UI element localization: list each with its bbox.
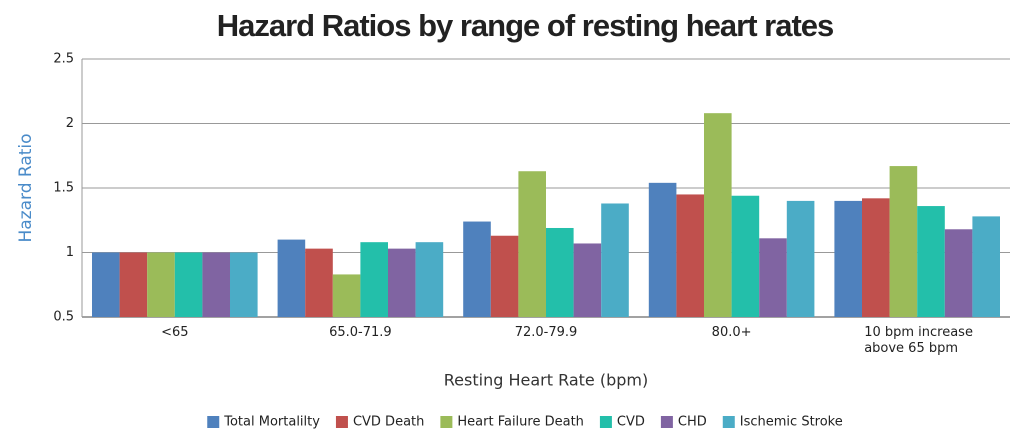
bar: [463, 221, 491, 317]
legend-label: CHD: [678, 415, 707, 430]
legend: Total Mortalilty CVD Death Heart Failure D…: [207, 415, 843, 430]
legend-swatch: [335, 416, 348, 428]
bar: [174, 252, 203, 317]
bar: [759, 238, 787, 317]
legend-swatch: [660, 416, 673, 428]
bar: [573, 243, 602, 317]
legend-swatch: [599, 416, 612, 428]
x-axis-title: Resting Heart Rate (bpm): [444, 371, 648, 390]
bar: [360, 242, 388, 317]
legend-label: CVD Death: [353, 415, 424, 430]
bar: [601, 203, 629, 317]
chart-title: Hazard Ratios by range of resting heart …: [217, 8, 834, 43]
x-tick-label: 72.0-79.9: [514, 325, 578, 340]
bar: [518, 171, 546, 317]
legend-label: Heart Failure Death: [457, 415, 584, 430]
x-tick-label-box: 10 bpm increase above 65 bpm: [864, 325, 973, 356]
bar: [546, 227, 574, 317]
x-tick-label-box: 72.0-79.9: [514, 325, 578, 340]
bar: [147, 252, 175, 317]
bar: [202, 252, 230, 317]
legend-swatch: [207, 416, 220, 428]
bar: [230, 252, 258, 317]
y-tick-label: 1: [66, 245, 74, 260]
bar: [889, 166, 918, 317]
y-tick-label: 2: [66, 116, 74, 131]
bar: [119, 252, 148, 317]
x-tick-label: 65.0-71.9: [329, 325, 392, 340]
bar: [862, 198, 890, 317]
bar: [648, 182, 677, 317]
y-axis-title: Hazard Ratio: [16, 133, 36, 242]
bar: [972, 216, 1000, 317]
bar: [332, 274, 361, 317]
legend-label: Total Mortalilty: [223, 415, 320, 430]
x-tick-label: 10 bpm increase above 65 bpm: [864, 325, 973, 356]
legend-swatch: [722, 416, 735, 428]
bar: [92, 252, 120, 317]
bar: [834, 200, 862, 317]
bar: [415, 242, 444, 317]
bar: [277, 239, 306, 317]
legend-label: Ischemic Stroke: [740, 415, 843, 430]
y-tick-label: 0.5: [53, 310, 74, 325]
legend-label: CVD: [617, 415, 645, 430]
x-tick-label: 80.0+: [711, 325, 752, 340]
x-tick-label-box: <65: [161, 325, 189, 340]
legend-swatch: [440, 416, 453, 428]
bar: [704, 113, 732, 318]
bar: [917, 206, 945, 317]
bar: [944, 229, 973, 317]
x-tick-label: <65: [161, 325, 189, 340]
x-tick-label-box: 80.0+: [711, 325, 752, 340]
bar: [490, 235, 519, 317]
bar: [388, 248, 416, 317]
bar: [676, 194, 704, 317]
bar: [305, 248, 333, 317]
bar: [786, 200, 815, 317]
x-tick-label-box: 65.0-71.9: [329, 325, 392, 340]
y-tick-label: 2.5: [53, 52, 74, 67]
bar: [731, 195, 760, 317]
y-tick-label: 1.5: [53, 181, 74, 196]
